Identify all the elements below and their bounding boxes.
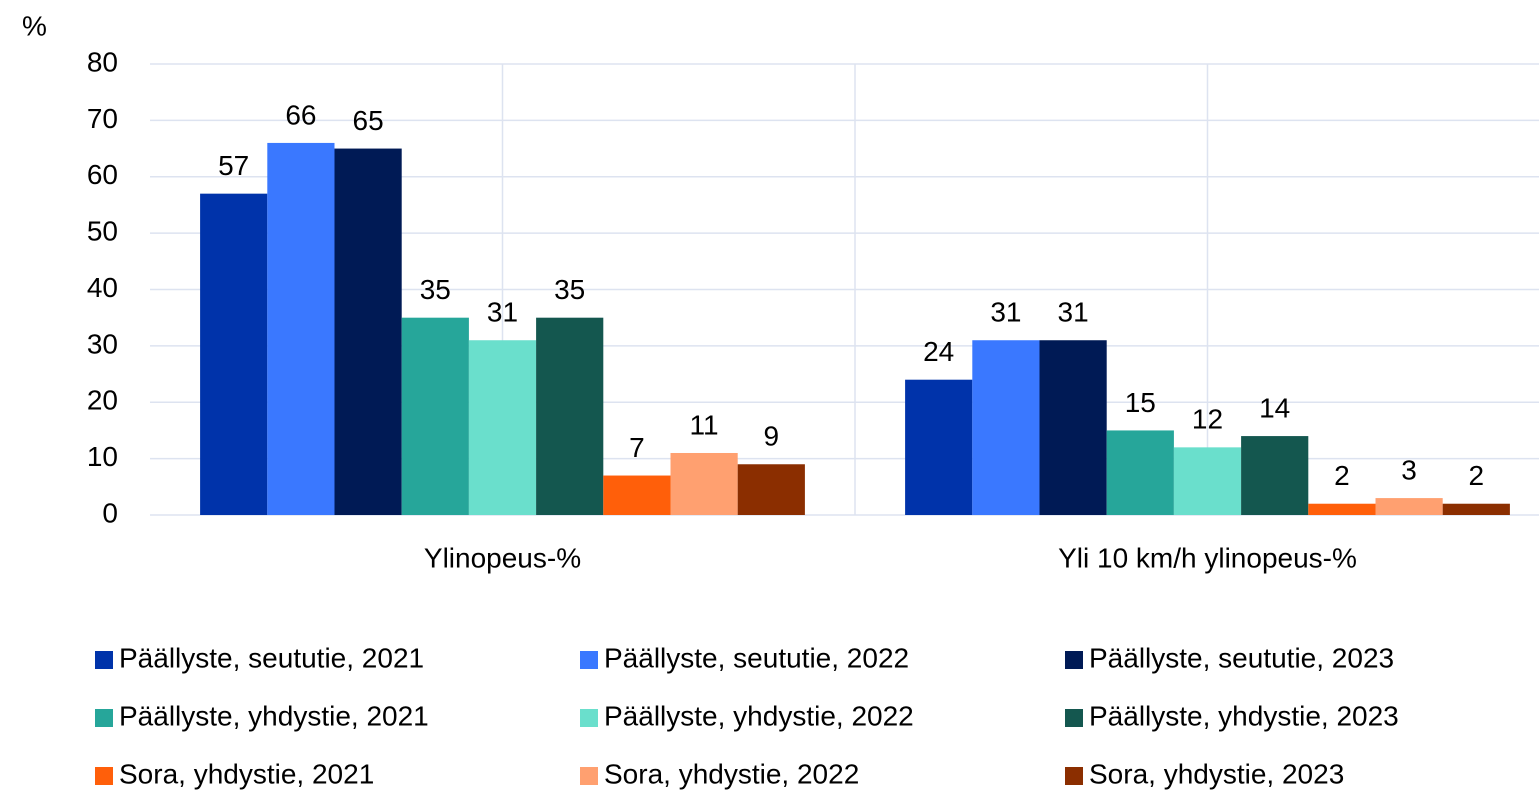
bar [200, 193, 268, 515]
data-label: 14 [1259, 392, 1290, 423]
data-label: 24 [923, 336, 954, 367]
bar [334, 148, 402, 515]
legend-label: Päällyste, seututie, 2023 [1089, 642, 1394, 673]
data-label: 35 [554, 274, 585, 305]
legend-label: Sora, yhdystie, 2023 [1089, 758, 1344, 789]
x-tick-label: Ylinopeus-% [424, 542, 581, 573]
data-label: 65 [353, 105, 384, 136]
data-label: 7 [629, 432, 645, 463]
x-tick-label: Yli 10 km/h ylinopeus-% [1058, 542, 1357, 573]
bar [267, 142, 335, 516]
legend-label: Sora, yhdystie, 2021 [119, 758, 374, 789]
legend-swatch [95, 651, 113, 669]
bar [1241, 436, 1309, 515]
legend-swatch [1065, 767, 1083, 785]
bar [401, 317, 469, 515]
bar [1039, 340, 1107, 515]
y-tick-label: 50 [87, 216, 118, 247]
data-label: 31 [487, 297, 518, 328]
data-label: 2 [1469, 460, 1485, 491]
bar [905, 379, 973, 515]
bar [603, 475, 671, 515]
y-tick-label: 20 [87, 385, 118, 416]
data-label: 57 [218, 150, 249, 181]
data-label: 12 [1192, 404, 1223, 435]
y-tick-label: 60 [87, 159, 118, 190]
legend-swatch [580, 709, 598, 727]
legend-swatch [95, 767, 113, 785]
legend-label: Päällyste, yhdystie, 2021 [119, 700, 429, 731]
bar [468, 340, 537, 515]
y-tick-label: 40 [87, 272, 118, 303]
y-tick-label: 10 [87, 441, 118, 472]
bar [536, 317, 604, 515]
bar [1106, 430, 1174, 515]
data-label: 35 [420, 274, 451, 305]
legend-label: Päällyste, yhdystie, 2022 [604, 700, 914, 731]
legend-swatch [580, 767, 598, 785]
legend-swatch [1065, 651, 1083, 669]
data-label: 3 [1401, 454, 1417, 485]
legend-label: Sora, yhdystie, 2022 [604, 758, 859, 789]
legend-label: Päällyste, seututie, 2022 [604, 642, 909, 673]
y-tick-label: 0 [102, 497, 118, 528]
data-label: 31 [990, 297, 1021, 328]
data-label: 15 [1125, 387, 1156, 418]
legend-label: Päällyste, seututie, 2021 [119, 642, 424, 673]
legend-swatch [580, 651, 598, 669]
y-axis-label: % [22, 10, 47, 41]
data-label: 9 [764, 421, 780, 452]
y-tick-label: 30 [87, 328, 118, 359]
bar [1375, 498, 1443, 515]
y-tick-label: 70 [87, 103, 118, 134]
bar [972, 340, 1040, 515]
bar [670, 452, 738, 515]
data-label: 2 [1334, 460, 1350, 491]
legend-swatch [1065, 709, 1083, 727]
bar [1173, 447, 1242, 515]
data-label: 31 [1058, 297, 1089, 328]
legend-swatch [95, 709, 113, 727]
legend-label: Päällyste, yhdystie, 2023 [1089, 700, 1399, 731]
y-tick-label: 80 [87, 46, 118, 77]
data-label: 11 [690, 409, 719, 440]
bar [737, 464, 805, 515]
data-label: 66 [285, 99, 316, 130]
bar [1442, 503, 1510, 515]
bar [1308, 503, 1376, 515]
